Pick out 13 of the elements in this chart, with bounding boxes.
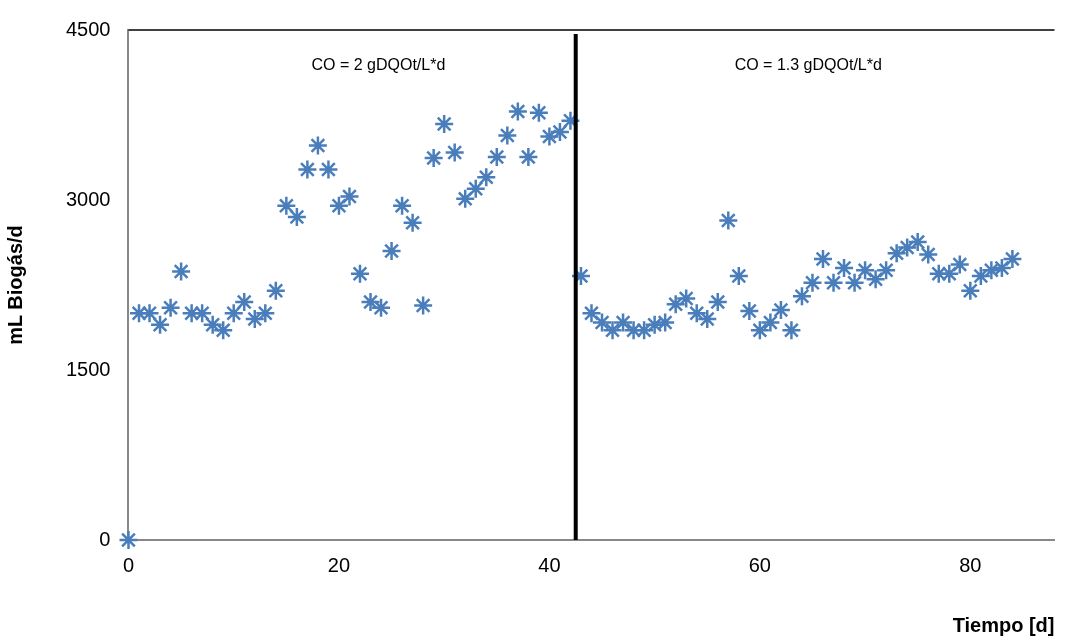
x-tick-label: 60 <box>748 553 771 576</box>
annotation: CO = 2 gDQOt/L*d <box>311 56 446 74</box>
x-tick-label: 0 <box>122 553 135 576</box>
x-axis-title: Tiempo [d] <box>952 613 1055 636</box>
y-tick-label: 4500 <box>65 17 111 40</box>
annotation: CO = 1.3 gDQOt/L*d <box>734 56 882 74</box>
y-axis-title: mL Biogás/d <box>3 225 26 345</box>
y-tick-label: 0 <box>99 527 111 550</box>
x-tick-label: 80 <box>959 553 982 576</box>
x-tick-label: 40 <box>538 553 561 576</box>
y-tick-label: 3000 <box>65 187 111 210</box>
x-tick-label: 20 <box>327 553 351 576</box>
y-tick-label: 1500 <box>65 357 111 380</box>
